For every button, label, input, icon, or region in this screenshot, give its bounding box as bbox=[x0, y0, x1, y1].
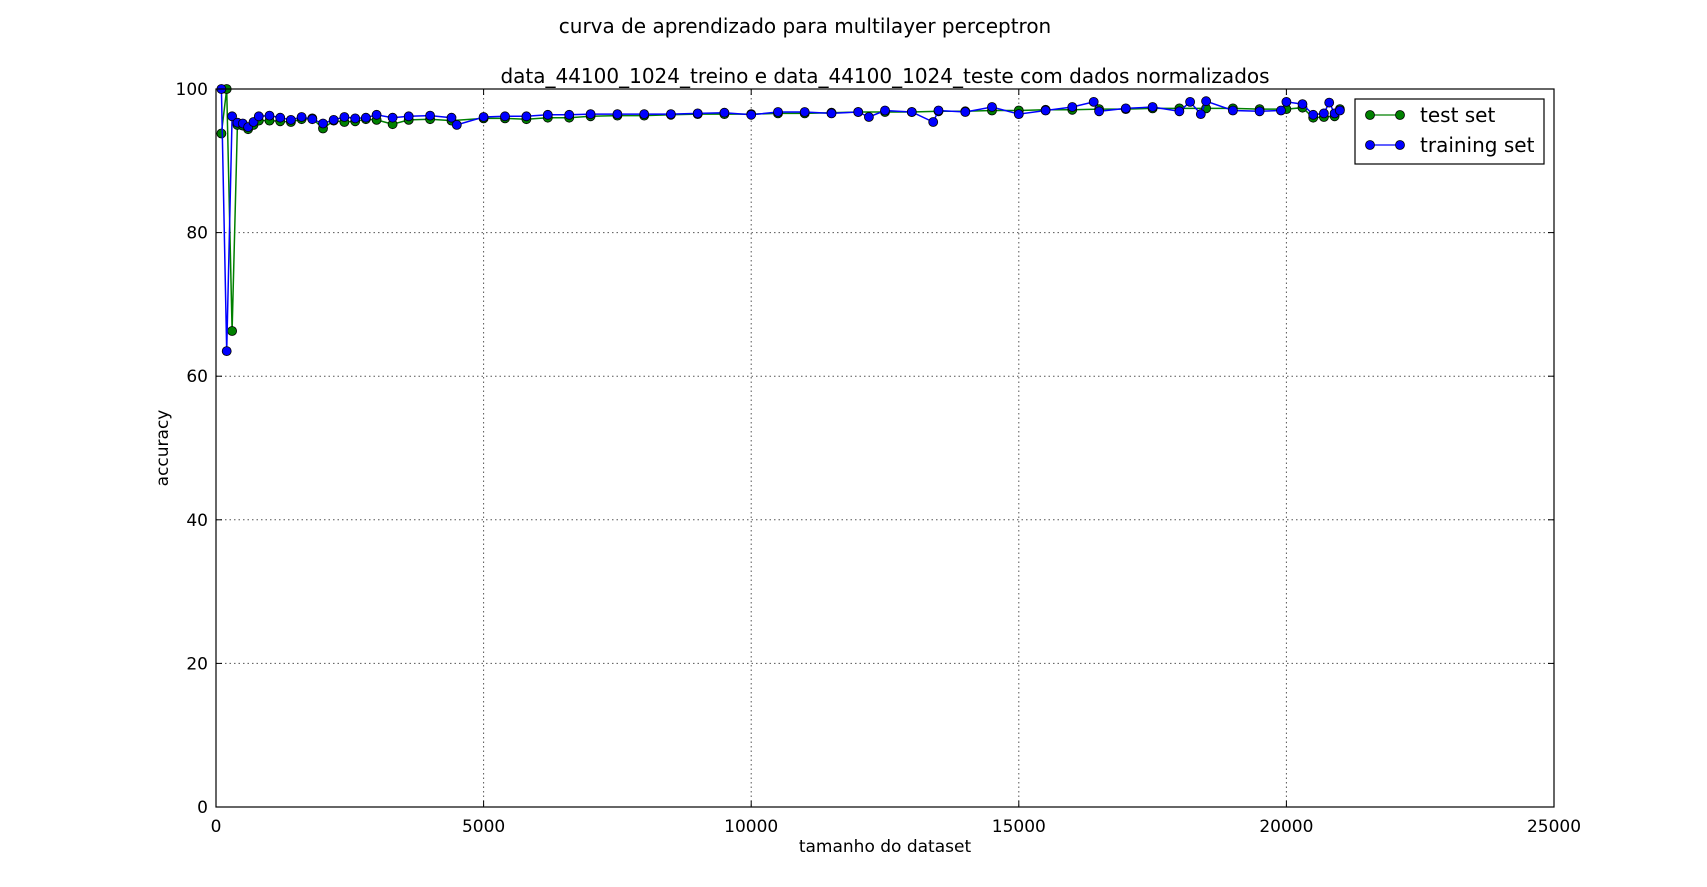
x-tick-label: 0 bbox=[211, 817, 222, 837]
data-point-training-set bbox=[1335, 105, 1345, 116]
plot-series bbox=[216, 84, 1345, 357]
data-point-training-set bbox=[928, 117, 939, 127]
data-point-training-set bbox=[1147, 102, 1158, 112]
x-axis-label: tamanho do dataset bbox=[799, 837, 972, 857]
data-point-training-set bbox=[987, 102, 997, 112]
data-point-training-set bbox=[880, 105, 890, 116]
legend-box bbox=[1354, 98, 1545, 165]
y-tick-label: 20 bbox=[186, 654, 208, 674]
data-point-training-set bbox=[826, 108, 837, 119]
data-point-training-set bbox=[864, 112, 874, 122]
data-point-training-set bbox=[746, 109, 757, 120]
data-point-training-set bbox=[1195, 109, 1206, 119]
data-point-training-set bbox=[1228, 105, 1238, 116]
axis-ticks: 0 5000 10000 15000 20000 25000 0 20 40 60 80 100 bbox=[176, 80, 1582, 837]
legend-marker-training-set bbox=[1365, 140, 1375, 150]
data-point-training-set bbox=[307, 114, 318, 125]
data-point-training-set bbox=[285, 115, 296, 125]
legend-marker-test-set bbox=[1395, 110, 1405, 120]
data-point-training-set bbox=[960, 107, 971, 117]
y-tick-label: 0 bbox=[197, 798, 208, 818]
x-tick-label: 15000 bbox=[992, 817, 1046, 837]
data-point-training-set bbox=[564, 109, 575, 120]
chart-subtitle: data_44100_1024_treino e data_44100_1024… bbox=[500, 64, 1269, 88]
data-point-training-set bbox=[1276, 105, 1286, 116]
data-point-training-set bbox=[773, 107, 783, 117]
data-point-training-set bbox=[719, 107, 730, 118]
data-point-training-set bbox=[318, 118, 328, 129]
data-point-training-set bbox=[478, 112, 489, 122]
data-point-training-set bbox=[1067, 102, 1078, 112]
data-point-training-set bbox=[1324, 97, 1335, 108]
data-point-training-set bbox=[521, 111, 532, 122]
x-tick-label: 10000 bbox=[724, 817, 778, 837]
data-point-training-set bbox=[612, 109, 623, 119]
data-point-training-set bbox=[585, 109, 596, 119]
data-point-training-set bbox=[275, 112, 286, 123]
data-point-training-set bbox=[253, 111, 264, 122]
data-point-training-set bbox=[1088, 97, 1099, 107]
data-point-training-set bbox=[1297, 99, 1308, 109]
y-tick-label: 60 bbox=[186, 367, 208, 387]
data-point-training-set bbox=[853, 107, 864, 117]
data-point-training-set bbox=[1254, 106, 1265, 117]
data-point-training-set bbox=[1308, 109, 1319, 120]
data-point-training-set bbox=[446, 112, 457, 123]
data-point-training-set bbox=[264, 110, 275, 121]
series-training-set bbox=[216, 84, 1345, 357]
y-axis-label: accuracy bbox=[153, 410, 173, 487]
data-point-training-set bbox=[1120, 103, 1131, 114]
data-point-training-set bbox=[387, 112, 398, 123]
data-point-training-set bbox=[1319, 108, 1329, 119]
data-point-training-set bbox=[666, 109, 676, 119]
data-point-training-set bbox=[906, 107, 917, 117]
data-point-training-set bbox=[296, 112, 307, 122]
legend-marker-test-set bbox=[1365, 110, 1375, 120]
data-point-training-set bbox=[328, 115, 339, 125]
data-point-training-set bbox=[339, 112, 350, 122]
plot-frame bbox=[215, 88, 1555, 808]
legend-label-training-set: training set bbox=[1420, 133, 1535, 157]
data-point-training-set bbox=[403, 111, 414, 122]
legend: test set training set bbox=[1354, 98, 1545, 165]
data-point-training-set bbox=[1201, 96, 1211, 107]
legend-marker-training-set bbox=[1395, 140, 1405, 150]
y-tick-label: 100 bbox=[176, 80, 208, 100]
x-tick-label: 25000 bbox=[1527, 817, 1581, 837]
data-point-training-set bbox=[425, 110, 436, 121]
data-point-training-set bbox=[451, 120, 462, 130]
data-point-training-set bbox=[1281, 97, 1292, 107]
y-tick-label: 40 bbox=[186, 511, 208, 531]
data-point-training-set bbox=[542, 109, 553, 120]
data-point-training-set bbox=[500, 111, 510, 122]
chart-title: curva de aprendizado para multilayer per… bbox=[559, 14, 1051, 38]
data-point-training-set bbox=[360, 112, 371, 123]
data-point-training-set bbox=[1040, 105, 1051, 116]
data-point-training-set bbox=[350, 113, 361, 124]
data-point-training-set bbox=[221, 346, 232, 357]
data-point-training-set bbox=[1094, 106, 1104, 117]
data-point-training-set bbox=[692, 108, 703, 119]
data-point-training-set bbox=[933, 105, 944, 116]
x-tick-label: 20000 bbox=[1259, 817, 1313, 837]
data-point-test-set bbox=[216, 128, 227, 139]
data-point-training-set bbox=[227, 111, 238, 122]
data-point-training-set bbox=[1174, 106, 1185, 117]
x-tick-label: 5000 bbox=[462, 817, 505, 837]
data-point-training-set bbox=[639, 109, 650, 119]
data-point-training-set bbox=[1013, 109, 1024, 119]
data-point-test-set bbox=[227, 326, 238, 336]
data-point-training-set bbox=[1185, 97, 1195, 107]
y-tick-label: 80 bbox=[186, 224, 208, 244]
data-point-training-set bbox=[371, 109, 382, 120]
data-point-training-set bbox=[799, 107, 810, 117]
legend-label-test-set: test set bbox=[1420, 103, 1495, 127]
